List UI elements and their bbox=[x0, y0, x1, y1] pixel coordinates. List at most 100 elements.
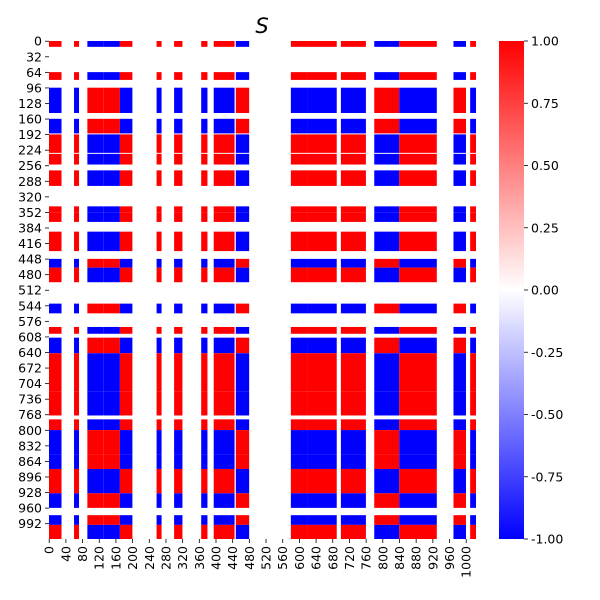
heatmap-block-21-11 bbox=[307, 493, 337, 508]
heatmap-block-15-15 bbox=[453, 353, 466, 392]
heatmap-block-14-7 bbox=[201, 337, 208, 354]
heatmap-block-19-10 bbox=[290, 454, 308, 469]
heatmap-block-2-5 bbox=[156, 87, 162, 113]
heatmap-block-12-5 bbox=[156, 303, 162, 314]
y-tick-label-26: 832 bbox=[18, 438, 42, 453]
heatmap-block-2-2 bbox=[87, 87, 104, 113]
heatmap-block-23-13 bbox=[374, 524, 400, 539]
colorbar-ticks: -1.00 -0.75 -0.50 -0.25 0.00 0.25 0.50 0.75 1.00 bbox=[524, 34, 563, 547]
heatmap-block-12-12 bbox=[340, 303, 366, 314]
heatmap-block-10-6 bbox=[174, 258, 183, 268]
heatmap-block-0-10 bbox=[290, 41, 308, 47]
heatmap-block-18-16 bbox=[470, 430, 476, 455]
heatmap-block-7-1 bbox=[74, 206, 80, 213]
heatmap-block-15-1 bbox=[74, 353, 80, 392]
heatmap-block-9-7 bbox=[201, 231, 208, 252]
heatmap-block-7-4 bbox=[119, 206, 133, 213]
heatmap-block-9-5 bbox=[156, 231, 162, 252]
heatmap-block-10-9 bbox=[235, 258, 250, 268]
y-tick-label-1: 32 bbox=[26, 49, 42, 64]
heatmap-block-16-1 bbox=[74, 391, 80, 416]
heatmap-block-4-11 bbox=[307, 134, 337, 153]
heatmap-block-9-13 bbox=[374, 231, 400, 252]
heatmap-block-5-2 bbox=[87, 153, 104, 165]
heatmap-block-21-5 bbox=[156, 493, 162, 508]
heatmap-block-10-7 bbox=[201, 258, 208, 268]
heatmap-block-16-4 bbox=[119, 391, 133, 416]
heatmap-block-20-15 bbox=[453, 468, 466, 494]
heatmap-block-0-5 bbox=[156, 41, 162, 47]
heatmap-block-18-10 bbox=[290, 430, 308, 455]
heatmap-block-11-0 bbox=[49, 267, 62, 283]
heatmap-block-9-1 bbox=[74, 231, 80, 252]
colorbar bbox=[499, 41, 524, 539]
heatmap-block-17-0 bbox=[49, 419, 62, 431]
heatmap-block-3-5 bbox=[156, 118, 162, 134]
y-tick-label-18: 576 bbox=[18, 314, 42, 329]
y-tick-label-15: 480 bbox=[18, 267, 42, 282]
heatmap-block-23-9 bbox=[235, 524, 250, 539]
heatmap-block-2-16 bbox=[470, 87, 476, 113]
heatmap-block-1-1 bbox=[74, 72, 80, 80]
heatmap-block-5-10 bbox=[290, 153, 308, 165]
heatmap-block-23-7 bbox=[201, 524, 208, 539]
heatmap-block-2-12 bbox=[340, 87, 366, 113]
heatmap-block-3-12 bbox=[340, 118, 366, 134]
heatmap-block-6-2 bbox=[87, 170, 104, 186]
heatmap-block-22-3 bbox=[103, 515, 120, 525]
heatmap-block-8-1 bbox=[74, 212, 80, 222]
heatmap-block-2-11 bbox=[307, 87, 337, 113]
heatmap-block-3-3 bbox=[103, 118, 120, 134]
x-tick-label-4: 160 bbox=[108, 546, 123, 570]
y-tick-label-21: 672 bbox=[18, 361, 42, 376]
heatmap-block-10-13 bbox=[374, 258, 400, 268]
heatmap-block-11-13 bbox=[374, 267, 400, 283]
heatmap-block-22-16 bbox=[470, 515, 476, 525]
heatmap-block-13-3 bbox=[103, 326, 120, 334]
heatmap-block-9-2 bbox=[87, 231, 104, 252]
x-tick-label-17: 680 bbox=[325, 546, 340, 570]
heatmap-block-13-1 bbox=[74, 326, 80, 334]
heatmap-block-20-8 bbox=[213, 468, 235, 494]
x-tick-label-11: 440 bbox=[225, 546, 240, 570]
heatmap-block-21-16 bbox=[470, 493, 476, 508]
heatmap-block-3-9 bbox=[235, 118, 250, 134]
heatmap-block-7-0 bbox=[49, 206, 62, 213]
heatmap-block-11-7 bbox=[201, 267, 208, 283]
heatmap-block-6-8 bbox=[213, 170, 235, 186]
heatmap-block-4-15 bbox=[453, 134, 466, 153]
heatmap-block-1-15 bbox=[453, 72, 466, 80]
heatmap-block-16-6 bbox=[174, 391, 183, 416]
heatmap-block-8-13 bbox=[374, 212, 400, 222]
heatmap-block-1-3 bbox=[103, 72, 120, 80]
heatmap-block-14-3 bbox=[103, 337, 120, 354]
heatmap-block-5-7 bbox=[201, 153, 208, 165]
heatmap-block-23-16 bbox=[470, 524, 476, 539]
heatmap-block-16-9 bbox=[235, 391, 250, 416]
heatmap-block-8-8 bbox=[213, 212, 235, 222]
heatmap-block-21-14 bbox=[399, 493, 437, 508]
heatmap-block-22-9 bbox=[235, 515, 250, 525]
heatmap-block-15-13 bbox=[374, 353, 400, 392]
heatmap-block-4-12 bbox=[340, 134, 366, 153]
heatmap-block-7-16 bbox=[470, 206, 476, 213]
heatmap-block-7-9 bbox=[235, 206, 250, 213]
heatmap-block-21-7 bbox=[201, 493, 208, 508]
colorbar-tick-label-2: -0.50 bbox=[531, 407, 563, 422]
y-tick-label-10: 320 bbox=[18, 189, 42, 204]
heatmap-block-0-9 bbox=[235, 41, 250, 47]
heatmap-block-2-1 bbox=[74, 87, 80, 113]
x-tick-label-1: 40 bbox=[58, 546, 73, 562]
heatmap-block-13-15 bbox=[453, 326, 466, 334]
heatmap-block-14-1 bbox=[74, 337, 80, 354]
y-tick-label-28: 896 bbox=[18, 469, 42, 484]
heatmap-block-2-4 bbox=[119, 87, 133, 113]
heatmap-block-12-0 bbox=[49, 303, 62, 314]
heatmap-block-9-8 bbox=[213, 231, 235, 252]
heatmap-block-13-12 bbox=[340, 326, 366, 334]
heatmap-block-2-7 bbox=[201, 87, 208, 113]
heatmap-block-13-7 bbox=[201, 326, 208, 334]
heatmap-block-2-15 bbox=[453, 87, 466, 113]
heatmap-block-10-1 bbox=[74, 258, 80, 268]
heatmap-block-4-7 bbox=[201, 134, 208, 153]
